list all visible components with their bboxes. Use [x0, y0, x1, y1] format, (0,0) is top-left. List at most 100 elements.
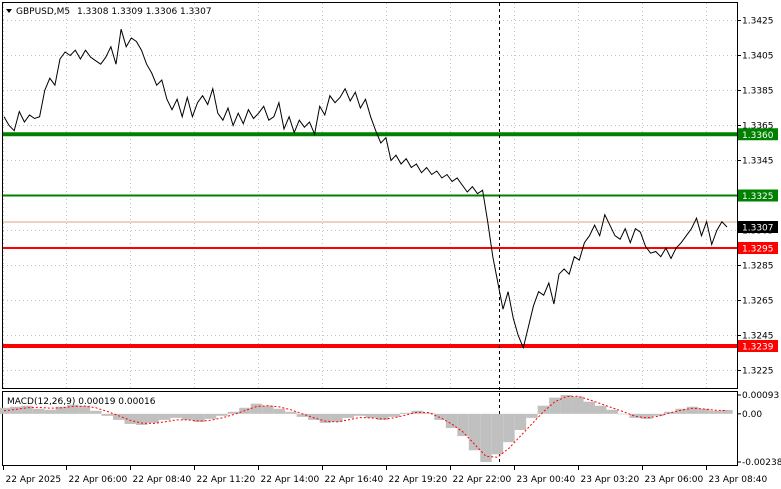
macd-bar	[663, 411, 676, 414]
macd-bar	[227, 411, 240, 414]
y-tick-label: 1.3245	[742, 332, 774, 342]
macd-bar	[181, 413, 194, 420]
macd-bar	[457, 413, 469, 437]
x-tick-label: 22 Apr 16:40	[325, 475, 384, 485]
macd-bar	[354, 413, 366, 416]
level-tag-1.3239: 1.3239	[742, 343, 774, 353]
macd-bar	[78, 405, 91, 414]
macd-bar	[572, 396, 584, 414]
x-tick-label: 22 Apr 14:00	[261, 475, 320, 485]
macd-bar	[124, 413, 136, 424]
y-tick-label: 1.3405	[742, 52, 774, 62]
level-tag-1.3295: 1.3295	[742, 245, 774, 255]
macd-bar	[721, 409, 733, 414]
macd-label: MACD(12,26,9) 0.00019 0.00016	[7, 397, 156, 407]
macd-bar	[216, 413, 228, 416]
dropdown-triangle-icon[interactable]	[6, 9, 12, 13]
macd-bar	[526, 413, 538, 418]
macd-bar	[698, 408, 710, 414]
macd-bar	[170, 413, 182, 418]
macd-bar	[204, 413, 217, 419]
level-tag-1.3360: 1.3360	[742, 131, 774, 141]
macd-bar	[709, 410, 722, 414]
macd-bar	[549, 397, 561, 414]
x-tick-label: 23 Apr 03:20	[581, 475, 640, 485]
level-tag-bg	[738, 242, 778, 254]
y-tick-label: 1.3265	[742, 297, 774, 307]
x-tick-label: 22 Apr 08:40	[133, 475, 192, 485]
x-tick-label: 22 Apr 22:00	[453, 475, 512, 485]
macd-bar	[480, 413, 492, 462]
macd-bar	[468, 413, 481, 451]
x-tick-label: 22 Apr 2025	[6, 475, 62, 485]
macd-bar	[365, 413, 377, 418]
macd-bar	[32, 408, 45, 414]
symbol-label: GBPUSD,M5	[16, 7, 70, 17]
price-series-line	[3, 29, 728, 350]
macd-bar	[9, 406, 22, 414]
level-tag-1.3325: 1.3325	[742, 192, 774, 202]
macd-bar	[537, 405, 550, 414]
macd-bar	[514, 413, 527, 431]
macd-bar	[135, 413, 148, 425]
macd-bar	[606, 409, 618, 414]
x-tick-label: 22 Apr 06:00	[69, 475, 128, 485]
macd-bar	[193, 413, 205, 422]
y-tick-label: 1.3285	[742, 262, 774, 272]
macd-bar	[560, 395, 573, 414]
x-axis-ticks: 22 Apr 2025 22 Apr 06:00 22 Apr 08:40 22 Ap…	[3, 466, 767, 485]
macd-bar	[411, 410, 423, 414]
level-tag-bg	[738, 189, 778, 202]
macd-bar	[686, 406, 699, 414]
x-tick-label: 22 Apr 11:20	[197, 475, 256, 485]
macd-bar	[158, 413, 171, 420]
y-tick-label: 1.3345	[742, 157, 774, 167]
macd-bar	[491, 413, 504, 455]
macd-bar	[399, 412, 412, 414]
macd-bar	[273, 408, 286, 414]
macd-axis-ticks: 0.00093 0.00 -0.00238	[737, 391, 781, 468]
level-lines	[3, 132, 737, 348]
x-tick-label: 22 Apr 19:20	[389, 475, 448, 485]
ohlc-values: 1.3308 1.3309 1.3306 1.3307	[77, 7, 212, 17]
macd-bar	[652, 413, 664, 416]
macd-bar	[90, 410, 102, 414]
macd-bar	[675, 408, 687, 414]
macd-bar	[113, 413, 125, 420]
macd-bar	[285, 411, 297, 414]
current-price-tag-bg	[738, 221, 778, 233]
macd-signal-line	[3, 395, 728, 458]
macd-bar	[595, 405, 607, 414]
macd-tick-label: -0.00238	[742, 458, 781, 468]
macd-bar	[640, 413, 653, 419]
macd-bar	[101, 413, 114, 416]
macd-bar	[55, 406, 68, 414]
macd-bar	[319, 413, 332, 423]
macd-bar	[67, 404, 79, 414]
level-tag-bg	[738, 128, 778, 141]
level-tag-bg	[738, 340, 778, 352]
level-price-tags: 1.3360 1.3325 1.3295 1.3239 1.3307	[738, 128, 778, 353]
y-tick-label: 1.3365	[742, 122, 774, 132]
macd-tick-label: 0.00	[742, 410, 762, 420]
macd-bar	[376, 413, 389, 420]
y-tick-label: 1.3425	[742, 17, 774, 27]
current-price-tag: 1.3307	[742, 224, 774, 234]
macd-bar	[147, 413, 159, 423]
macd-bar	[21, 405, 33, 414]
y-tick-label: 1.3385	[742, 87, 774, 97]
x-tick-label: 23 Apr 06:00	[645, 475, 704, 485]
macd-bar	[422, 412, 435, 414]
macd-bar	[434, 413, 446, 420]
macd-bar	[388, 413, 400, 417]
macd-bar	[44, 409, 56, 414]
macd-bar	[308, 413, 320, 420]
macd-bar	[629, 413, 641, 418]
macd-bar	[331, 413, 343, 422]
macd-bar	[250, 403, 263, 414]
macd-plot-frame	[2, 391, 738, 466]
macd-bar	[445, 413, 458, 428]
macd-histogram	[0, 395, 733, 462]
macd-bar	[503, 413, 515, 443]
